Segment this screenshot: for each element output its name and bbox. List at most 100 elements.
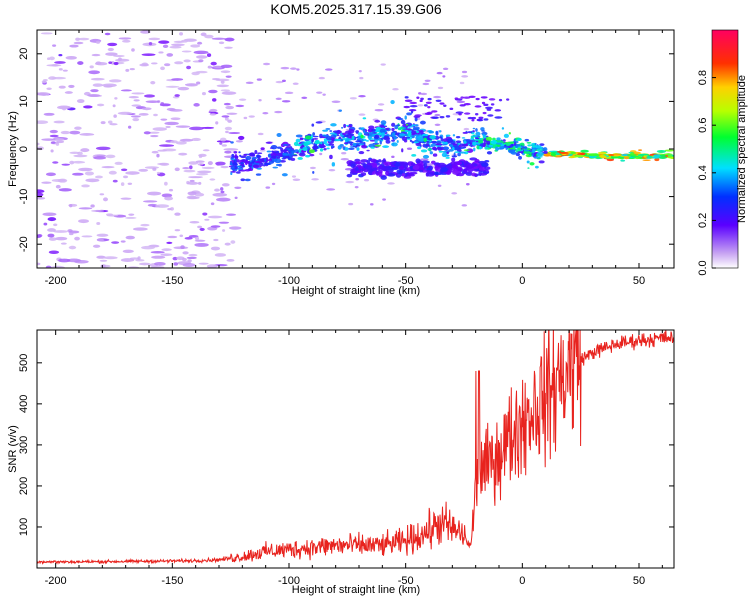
spectrogram-cell: [227, 119, 233, 123]
spectrogram-cell: [415, 158, 421, 164]
spectrogram-cell: [461, 204, 468, 207]
spectrogram-cell: [107, 42, 118, 47]
spectrogram-cell: [78, 219, 90, 224]
spectrogram-cell: [490, 140, 498, 145]
spectrogram-cell: [124, 216, 137, 219]
spectrogram-cell: [252, 157, 255, 161]
spectrogram-cell: [371, 128, 376, 132]
spectrogram-cell: [170, 117, 181, 121]
spectrogram-cell: [159, 144, 175, 147]
spectrogram-cell: [106, 213, 113, 216]
spectrogram-cell: [536, 152, 544, 157]
spectrogram-cell: [160, 102, 165, 106]
spectrogram-cell: [443, 146, 449, 150]
spectrogram-cell: [197, 225, 203, 229]
spectrogram-cell: [262, 111, 269, 115]
spectrogram-cell: [354, 158, 361, 162]
spectrogram-cell: [342, 146, 346, 150]
spectrogram-cell: [40, 32, 53, 35]
spectrogram-cell: [150, 81, 156, 85]
spectrogram-cell: [37, 142, 40, 146]
spectrogram-cell: [480, 96, 488, 99]
spectrogram-cell: [183, 59, 191, 63]
spectrogram-cell: [466, 148, 474, 153]
spectrogram-cell: [195, 172, 209, 176]
spectrogram-cell: [467, 131, 473, 134]
spectrogram-cell: [355, 140, 363, 143]
spectrogram-cell: [37, 262, 41, 266]
spectrogram-cell: [467, 168, 474, 172]
spectrogram-cell: [71, 160, 86, 164]
spectrogram-cell: [213, 238, 219, 242]
spectrogram-cell: [131, 104, 141, 107]
spectrogram-cell: [412, 164, 420, 170]
spectrogram-cell: [400, 119, 406, 125]
spectrogram-cell: [456, 118, 461, 121]
spectrogram-cell: [197, 163, 204, 166]
spectrogram-cell: [359, 76, 364, 80]
spectrogram-cell: [66, 258, 82, 263]
spectrogram-cell: [62, 69, 68, 72]
spectrogram-cell: [524, 149, 530, 152]
spectrogram-cell: [162, 44, 169, 49]
spectrogram-cell: [95, 40, 101, 44]
spectrogram-cell: [220, 187, 224, 191]
spectrogram-cell: [275, 97, 282, 100]
spectrogram-cell: [379, 140, 382, 145]
spectrogram-cell: [378, 165, 383, 169]
spectrogram-cell: [527, 144, 532, 147]
spectrogram-cell: [186, 256, 197, 260]
spectrogram-cell: [195, 55, 208, 59]
spectrogram-cell: [55, 184, 61, 189]
spectrogram-cell: [164, 181, 168, 186]
spectrogram-cell: [104, 32, 111, 36]
spectrogram-cell: [358, 150, 365, 155]
spectrogram-cell: [409, 104, 418, 108]
spectrogram-cell: [183, 169, 196, 173]
spectrogram-cell: [366, 160, 371, 164]
spectrogram-cell: [228, 132, 241, 135]
spectrogram-cell: [392, 132, 395, 138]
spectrogram-cell: [434, 113, 441, 117]
spectrogram-cell: [485, 136, 493, 142]
spectrogram-cell: [463, 140, 467, 144]
spectrogram-cell: [37, 120, 49, 124]
spectrogram-cell: [169, 45, 182, 49]
spectrogram-cell: [358, 113, 366, 116]
spectrogram-cell: [212, 98, 217, 102]
spectrogram-cell: [221, 115, 230, 118]
spectrogram-cell: [130, 115, 141, 118]
spectrogram-cell: [291, 150, 295, 155]
spectrogram-cell: [240, 162, 244, 164]
spectrogram-cell: [78, 207, 93, 210]
spectrogram-cell: [255, 160, 261, 164]
spectrogram-cell: [168, 188, 174, 192]
spectrogram-cell: [486, 108, 492, 111]
spectrogram-cell: [465, 139, 472, 144]
spectrogram-cell: [209, 113, 217, 116]
spectrogram-cell: [349, 97, 357, 100]
spectrogram-cell: [366, 149, 370, 152]
spectrogram-cell: [276, 146, 282, 149]
spectrogram-cell: [125, 235, 135, 240]
spectrogram-cell: [127, 125, 132, 129]
spectrogram-cell: [61, 163, 71, 166]
spectrogram-cell: [646, 155, 653, 159]
spectrogram-cell: [58, 68, 63, 71]
spectrogram-cell: [202, 212, 208, 216]
spectrogram-cell: [439, 130, 442, 133]
colorbar-gradient: [712, 30, 738, 268]
spectrogram-cell: [148, 41, 153, 46]
spectrogram-cell: [442, 75, 446, 78]
spectrogram-cell: [538, 160, 545, 164]
spectrogram-cell: [152, 167, 157, 171]
spectrogram-cell: [358, 143, 365, 146]
spectrogram-cell: [391, 167, 399, 170]
spectrogram-cell: [374, 108, 384, 112]
spectrogram-cell: [114, 161, 123, 165]
spectrogram-cell: [125, 68, 130, 72]
spectrogram-cell: [397, 127, 405, 130]
spectrogram-cell: [440, 167, 448, 173]
spectrogram-cell: [164, 196, 174, 201]
spectrogram-cell: [431, 110, 438, 113]
